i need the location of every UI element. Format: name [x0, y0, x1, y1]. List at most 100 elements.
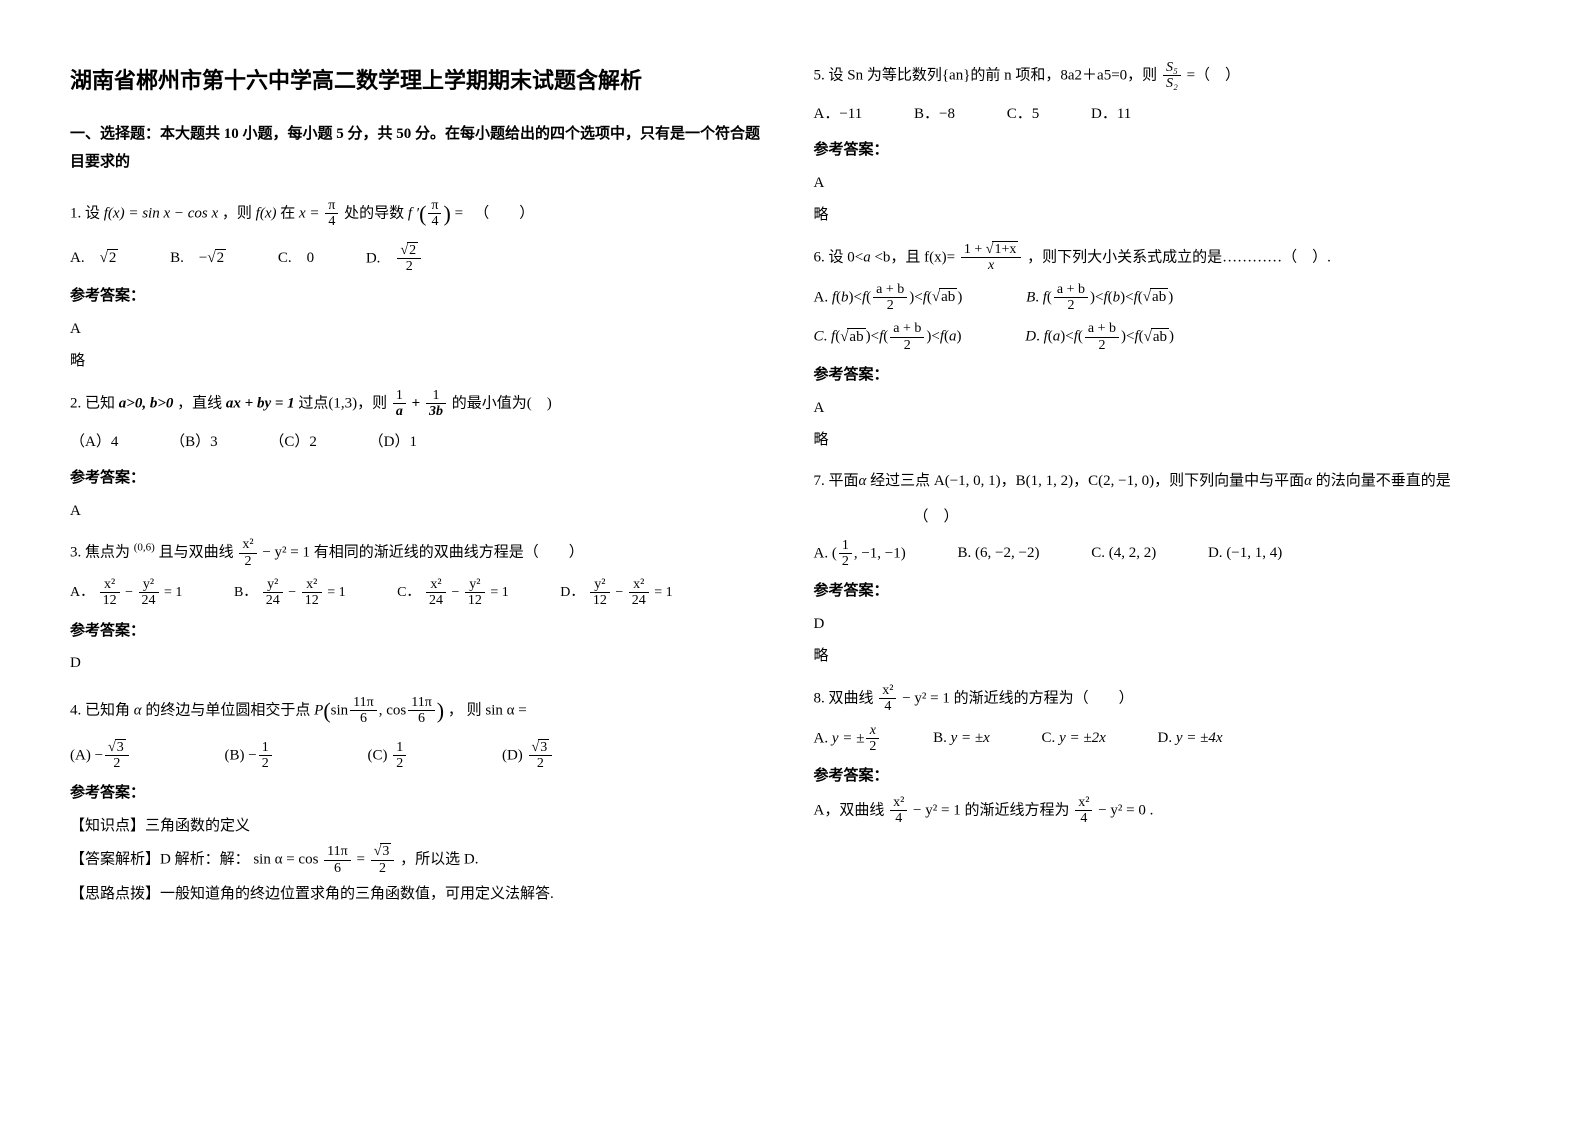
math: a>0, b>0: [119, 395, 174, 411]
sin: sin: [331, 702, 349, 718]
opt-c: (4, 2, 2): [1109, 545, 1157, 561]
text: ， 则 sin α =: [448, 702, 527, 718]
math: f(x): [256, 205, 277, 221]
num: π: [325, 198, 338, 214]
question-4: 4. 已知角 α 的终边与单位圆相交于点 P(sin11π6, cos11π6)…: [70, 690, 774, 732]
num: y²: [465, 577, 485, 593]
opt-c: C．5: [1007, 100, 1040, 129]
question-5: 5. 设 Sn 为等比数列{an}的前 n 项和，8a2＋a5=0，则 S₅S₂…: [814, 60, 1518, 92]
num: x: [870, 723, 876, 738]
q4-analysis: 【答案解析】D 解析：解： sin α = cos 11π6 = 32 ，所以选…: [70, 844, 774, 876]
plus: +: [412, 395, 421, 411]
text: 的最小值为( ): [452, 395, 552, 411]
opt-b-label: B．: [234, 585, 257, 600]
opt-d-label: D.: [1157, 730, 1172, 746]
den: 4: [428, 214, 441, 229]
q5-note: 略: [814, 201, 1518, 230]
opt-b: B.: [170, 250, 184, 266]
text: <b，且 f(x)=: [874, 249, 958, 265]
label: 【答案解析】D 解析：解：: [70, 852, 250, 868]
q3-choices: A． x²12 − y²24 = 1 B． y²24 − x²12 = 1 C．…: [70, 577, 774, 609]
num: x²: [1075, 795, 1092, 811]
eq: = 1: [324, 585, 346, 600]
opt-a-label: A.: [814, 730, 829, 746]
den: 12: [465, 593, 485, 608]
opt-a-label: A．: [70, 585, 94, 600]
opt-d-label: D.: [1208, 545, 1223, 561]
answer-label: 参考答案：: [814, 361, 1518, 390]
text: 3. 焦点为: [70, 544, 130, 560]
den: 4: [325, 214, 338, 229]
q4-choices: (A) −32 (B) −12 (C) 12 (D) 32: [70, 740, 774, 772]
opt-a: （A）4: [70, 428, 118, 457]
num: a + b: [890, 321, 924, 337]
q5-choices: A．−11 B．−8 C．5 D．11: [814, 100, 1518, 129]
num: 1: [426, 388, 446, 404]
num: x²: [890, 795, 907, 811]
text: （ ）: [474, 205, 534, 221]
P: P: [314, 702, 323, 718]
q2-choices: （A）4 （B）3 （C）2 （D）1: [70, 428, 774, 457]
opt-b-label: B.: [958, 545, 972, 561]
num: a + b: [1085, 321, 1119, 337]
math: f ′: [408, 205, 419, 221]
text: ，则: [222, 205, 252, 221]
answer-label: 参考答案：: [70, 464, 774, 493]
q6-answer: A: [814, 394, 1518, 423]
text: 的渐近线的方程为（ ）: [954, 690, 1134, 706]
den: 2: [1085, 338, 1119, 353]
q6-note: 略: [814, 426, 1518, 455]
question-6: 6. 设 0<a <b，且 f(x)= 1 + 1+xx ，则下列大小关系式成立…: [814, 242, 1518, 274]
opt-b: B．−8: [914, 100, 955, 129]
q7-paren: （ ）: [914, 503, 1518, 532]
num: 11π: [324, 844, 351, 860]
num: x²: [239, 537, 256, 553]
left-column: 湖南省郴州市第十六中学高二数学理上学期期末试题含解析 一、选择题：本大题共 10…: [50, 60, 794, 1082]
opt-a: A.: [70, 250, 85, 266]
den: 2: [239, 554, 256, 569]
num: 1: [393, 388, 406, 404]
opt-c: （C）2: [269, 428, 317, 457]
pre: y = ±: [832, 730, 865, 746]
opt-d: (D): [502, 747, 523, 763]
text: ，则下列大小关系式成立的是…………（ ）.: [1027, 249, 1331, 265]
den: 2: [1054, 298, 1088, 313]
opt-d: （D）1: [369, 428, 417, 457]
focus: (0,6): [134, 541, 155, 553]
text: A，双曲线: [814, 802, 889, 818]
den: 6: [350, 711, 377, 726]
opt-c: (C): [367, 747, 387, 763]
opt-d-label: D．: [560, 585, 584, 600]
num: x²: [879, 683, 896, 699]
text: 在: [280, 205, 295, 221]
answer-label: 参考答案：: [70, 282, 774, 311]
den: 24: [426, 593, 446, 608]
den: 3b: [429, 404, 443, 419]
question-2: 2. 已知 a>0, b>0 ，直线 ax + by = 1 过点(1,3)，则…: [70, 388, 774, 420]
end: ，所以选 D.: [400, 852, 478, 868]
opt-d: D．11: [1091, 100, 1131, 129]
q1-note: 略: [70, 347, 774, 376]
text: 2. 已知: [70, 395, 115, 411]
den: 24: [139, 593, 159, 608]
num: π: [428, 198, 441, 214]
q1-choices: A. 2 B. −2 C. 0 D. 22: [70, 243, 774, 275]
opt-c: y = ±2x: [1059, 730, 1106, 746]
q4-tip: 【思路点拨】一般知道角的终边位置求角的三角函数值，可用定义法解答.: [70, 880, 774, 909]
q8-answer: A，双曲线 x²4 − y² = 1 的渐近线方程为 x²4 − y² = 0 …: [814, 795, 1518, 827]
den: 6: [324, 861, 351, 876]
question-1: 1. 设 f(x) = sin x − cos x ，则 f(x) 在 x = …: [70, 193, 774, 235]
opt-b: (B): [224, 747, 244, 763]
den: S₂: [1166, 76, 1178, 91]
section-intro: 一、选择题：本大题共 10 小题，每小题 5 分，共 50 分。在每小题给出的四…: [70, 120, 774, 177]
text: 过点(1,3)，则: [298, 395, 387, 411]
num: x²: [426, 577, 446, 593]
opt-b: y = ±x: [951, 730, 990, 746]
text: 处的导数: [344, 205, 404, 221]
q2-answer: A: [70, 497, 774, 526]
math: − y² = 1: [913, 802, 961, 818]
text: 1. 设: [70, 205, 100, 221]
den: 2: [890, 338, 924, 353]
eq: = 1: [487, 585, 509, 600]
question-7: 7. 平面α 经过三点 A(−1, 0, 1)，B(1, 1, 2)，C(2, …: [814, 467, 1518, 496]
